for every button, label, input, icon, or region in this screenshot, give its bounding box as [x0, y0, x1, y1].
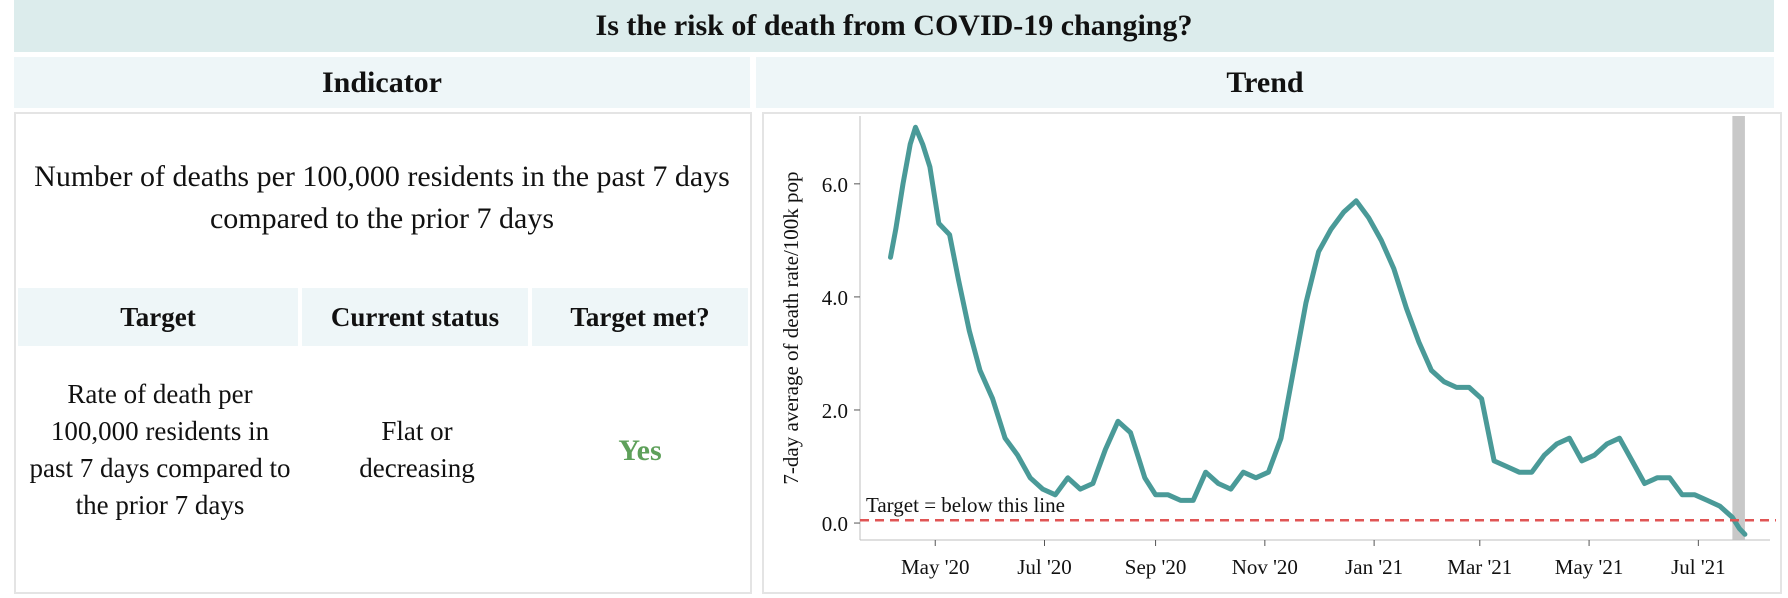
highlight-band: [1732, 116, 1745, 540]
table-header-target-met: Target met?: [532, 288, 748, 346]
trend-chart: 0.0 2.0 4.0 6.0 May '20 Jul '20 Sep '20 Nov '20…: [779, 116, 1776, 579]
x-tick-label: Sep '20: [1125, 555, 1187, 579]
indicator-description: Number of deaths per 100,000 residents i…: [34, 160, 730, 235]
x-tick-label: May '21: [1555, 555, 1624, 579]
y-axis-label: 7-day average of death rate/100k pop: [779, 171, 803, 484]
table-cell-target: Rate of death per 100,000 residents in p…: [29, 379, 291, 520]
indicator-panel: [14, 112, 752, 594]
x-tick-label: Mar '21: [1447, 555, 1512, 579]
x-tick-label: May '20: [901, 555, 970, 579]
y-tick-label: 4.0: [822, 286, 848, 310]
table-header-current-status: Current status: [302, 288, 528, 346]
x-tick-label: Jan '21: [1345, 555, 1403, 579]
y-tick-label: 6.0: [822, 173, 848, 197]
table-cell-status: Flat or decreasing: [359, 416, 475, 483]
y-tick-label: 0.0: [822, 512, 848, 536]
y-tick-label: 2.0: [822, 399, 848, 423]
x-tick-label: Jul '20: [1017, 555, 1072, 579]
trend-column-header: Trend: [756, 57, 1774, 108]
page-title: Is the risk of death from COVID-19 chang…: [14, 0, 1774, 52]
indicator-column-header: Indicator: [14, 57, 750, 108]
target-label: Target = below this line: [866, 493, 1065, 517]
table-header-target: Target: [18, 288, 298, 346]
x-tick-label: Nov '20: [1232, 555, 1298, 579]
table-cell-target-met: Yes: [618, 433, 662, 467]
series-line: [888, 124, 1748, 537]
x-tick-label: Jul '21: [1671, 555, 1726, 579]
